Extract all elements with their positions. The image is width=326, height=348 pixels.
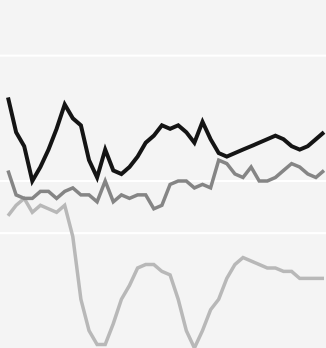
series-lines bbox=[6, 96, 326, 348]
series-line-0 bbox=[6, 96, 326, 187]
series-line-1 bbox=[6, 157, 326, 212]
series-line-2 bbox=[6, 195, 324, 348]
